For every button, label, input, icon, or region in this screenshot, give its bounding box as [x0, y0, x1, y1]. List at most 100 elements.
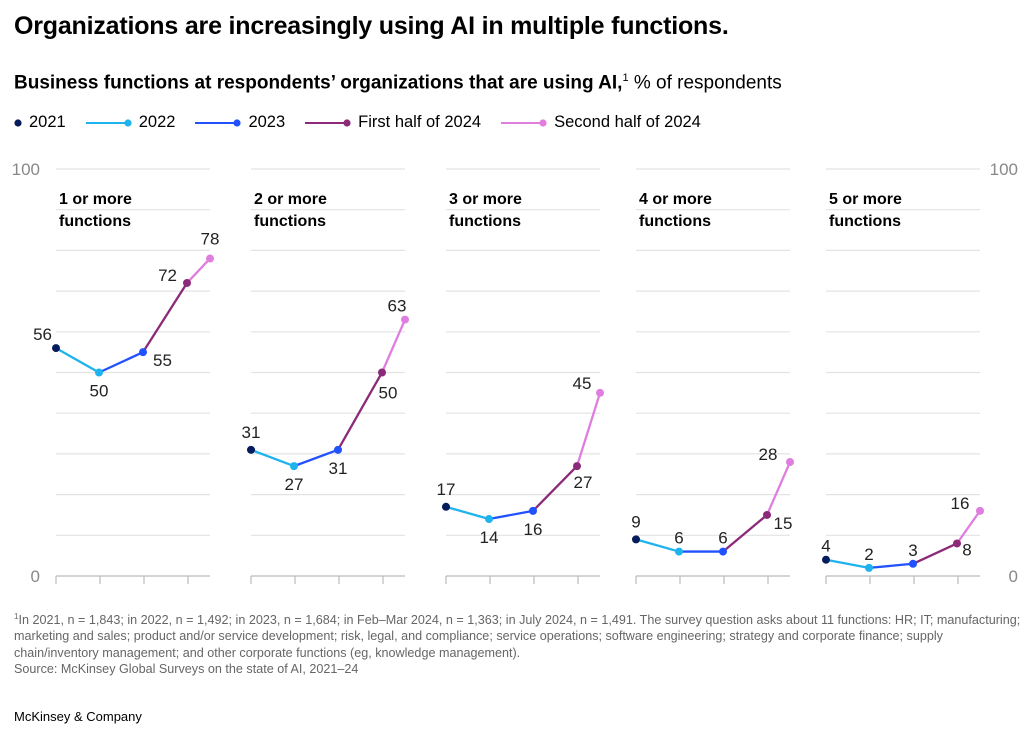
panel: 1 or more functions 56 50 55 72 78 [33, 168, 220, 584]
series-segment [635, 538, 680, 553]
data-label: 31 [242, 423, 261, 442]
data-point [485, 515, 493, 524]
legend-marker-icon [305, 118, 351, 127]
legend-label: First half of 2024 [358, 113, 482, 131]
legend-marker-icon [501, 118, 547, 127]
panel-title: 1 or more functions [59, 191, 132, 230]
source-text: Source: McKinsey Global Surveys on the s… [14, 661, 359, 676]
footnote-mark: 1 [622, 72, 629, 84]
legend-item: Second half of 2024 [501, 113, 701, 132]
data-label: 6 [718, 529, 727, 548]
footnote: 1In 2021, n = 1,843; in 2022, n = 1,492;… [14, 609, 1024, 677]
legend-marker-icon [195, 118, 242, 127]
data-label: 28 [759, 445, 778, 464]
data-point [442, 502, 450, 511]
chart-subtitle: Business functions at respondents’ organ… [14, 72, 782, 94]
panel: 2 or more functions 31 27 31 50 63 [242, 168, 409, 584]
data-point [401, 315, 409, 324]
panel: 4 or more functions 9 6 6 15 28 [631, 168, 794, 584]
data-label: 17 [437, 480, 456, 499]
data-point [247, 445, 255, 454]
data-point [976, 506, 984, 515]
data-label: 15 [774, 514, 793, 533]
series-segment [765, 461, 792, 516]
panel-title-line: functions [449, 213, 521, 230]
legend: 2021 2022 2023 First half of 2024 Second hal… [14, 113, 721, 132]
panel-title-line: 4 or more [639, 191, 712, 208]
series-segment [488, 509, 534, 521]
series-segment [380, 319, 407, 373]
data-point [675, 547, 683, 556]
subtitle-unit: % of respondents [628, 72, 782, 94]
data-label: 27 [285, 475, 304, 494]
series-segment [825, 558, 870, 569]
legend-label: 2021 [29, 113, 66, 131]
legend-label: 2023 [248, 113, 286, 131]
line-chart: 100 100 0 0 1 or more functions 56 50 55 72 78 2 or… [12, 160, 1018, 586]
series-segment [912, 542, 958, 565]
series-segment [293, 448, 339, 468]
footnote-number: 1 [14, 612, 19, 621]
data-label: 50 [379, 384, 398, 403]
series-segment [337, 371, 383, 451]
legend-item: 2023 [195, 113, 285, 132]
legend-marker-icon [85, 118, 132, 127]
series-segment [532, 465, 578, 512]
panel-title-line: 1 or more [59, 191, 132, 208]
y-tick-label: 100 [990, 160, 1018, 179]
data-label: 31 [329, 459, 348, 478]
data-point [953, 539, 961, 548]
panel-title-line: functions [254, 213, 326, 230]
page-title: Organizations are increasingly using AI … [14, 12, 729, 40]
panel-title: 2 or more functions [254, 191, 327, 230]
panel-title: 4 or more functions [639, 191, 712, 230]
y-tick-label: 0 [1009, 567, 1018, 586]
data-point [596, 388, 604, 397]
panel: 5 or more functions 4 2 3 8 16 [821, 168, 984, 584]
series-segment [186, 257, 211, 284]
series-segment [575, 392, 602, 467]
data-point [865, 563, 873, 572]
data-label: 72 [158, 266, 177, 285]
y-tick-label: 0 [31, 567, 40, 586]
panel-title: 5 or more functions [829, 191, 902, 230]
legend-item: 2022 [85, 113, 176, 132]
panel-title-line: functions [829, 213, 901, 230]
data-point [909, 559, 917, 568]
series-segment [55, 347, 100, 374]
legend-item: First half of 2024 [305, 113, 481, 132]
data-label: 78 [201, 230, 220, 249]
panel-title-line: 5 or more [829, 191, 902, 208]
footnote-text: In 2021, n = 1,843; in 2022, n = 1,492; … [14, 613, 1021, 660]
brand-logo-text: McKinsey & Company [14, 709, 142, 724]
data-point [334, 445, 342, 454]
panel-title-line: functions [639, 213, 711, 230]
data-point [183, 278, 191, 287]
data-point [290, 462, 298, 471]
legend-label: 2022 [138, 113, 176, 131]
panel-title: 3 or more functions [449, 191, 522, 230]
data-label: 2 [864, 545, 873, 564]
data-point [632, 535, 640, 544]
data-point [52, 344, 60, 353]
data-label: 55 [153, 351, 172, 370]
data-point [95, 368, 103, 377]
data-label: 4 [821, 537, 830, 556]
data-label: 8 [962, 540, 971, 559]
data-label: 27 [574, 473, 593, 492]
data-label: 9 [631, 512, 640, 531]
data-point [529, 506, 537, 515]
data-label: 14 [480, 528, 499, 547]
panel-title-line: 2 or more [254, 191, 327, 208]
data-label: 16 [951, 494, 970, 513]
data-label: 56 [33, 325, 52, 344]
data-point [206, 254, 214, 263]
data-label: 3 [908, 541, 917, 560]
series-segment [142, 282, 188, 353]
data-point [763, 510, 771, 519]
data-point [378, 368, 386, 377]
data-label: 16 [524, 520, 543, 539]
data-label: 50 [90, 382, 109, 401]
legend-label: Second half of 2024 [554, 113, 701, 131]
